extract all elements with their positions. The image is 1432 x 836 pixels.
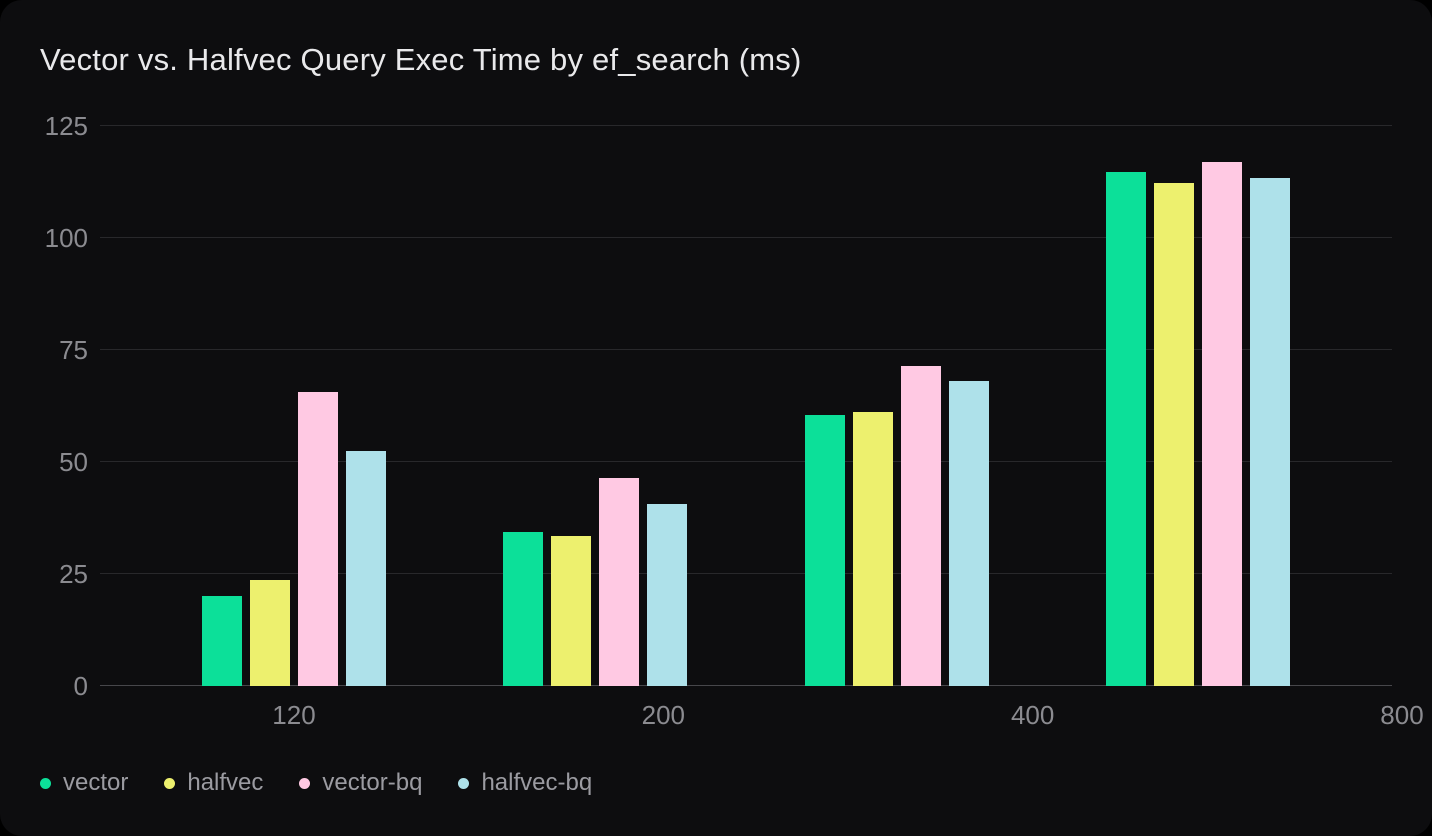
plot-area [100,125,1392,686]
bar-halfvec-120 [250,579,290,686]
x-axis-labels: 120 200 400 800 [100,700,1432,731]
bar-vector-200 [503,532,544,686]
y-tick-label-100: 100 [44,223,88,253]
bar-halfvec-bq-400 [948,381,989,686]
y-tick-label-25: 25 [59,559,88,589]
y-tick-label-50: 50 [59,447,88,477]
bar-vector-120 [202,595,242,686]
x-tick-label-400: 400 [1010,700,1055,730]
bar-vector-400 [804,415,845,686]
legend-item-halfvec-bq: halfvec-bq [458,769,592,797]
legend-swatch-icon-vector-bq [299,777,311,789]
gridline-75 [100,349,1392,350]
legend-swatch-icon-halfvec [164,777,176,789]
bar-group-800 [1105,161,1290,686]
legend-label-halfvec: halfvec [187,769,264,796]
x-tick-label-800: 800 [1380,700,1424,730]
bar-halfvec-bq-120 [346,450,386,686]
legend-label-vector-bq: vector-bq [322,769,423,796]
legend-swatch-icon-halfvec-bq [458,777,470,789]
bar-group-120 [202,391,386,686]
y-axis-labels: 0 25 50 75 100 125 [0,113,88,699]
gridline-50 [100,461,1392,462]
bar-vector-bq-400 [900,365,941,686]
bar-halfvec-800 [1153,182,1194,686]
y-tick-label-75: 75 [59,335,88,365]
bars-layer [100,126,1392,686]
legend-item-vector: vector [40,769,128,797]
gridline-125 [100,125,1392,126]
bar-vector-bq-800 [1201,161,1242,686]
legend-label-vector: vector [63,769,129,796]
legend-item-halfvec: halfvec [164,769,263,797]
bar-halfvec-400 [852,411,893,686]
legend: vector halfvec vector-bq halfvec-bq [40,769,592,797]
bar-vector-800 [1105,171,1146,686]
bar-group-400 [804,365,989,686]
legend-swatch-icon-vector [40,777,51,789]
legend-label-halfvec-bq: halfvec-bq [481,769,593,796]
gridline-0 [100,685,1392,686]
x-tick-label-120: 120 [272,700,316,730]
legend-item-vector-bq: vector-bq [299,769,422,797]
bar-group-200 [503,478,688,686]
x-tick-label-200: 200 [641,700,686,730]
bar-halfvec-bq-200 [647,504,688,686]
gridline-100 [100,237,1392,238]
y-tick-label-125: 125 [44,111,88,141]
y-tick-label-0: 0 [73,671,88,701]
bar-vector-bq-120 [298,391,338,686]
gridline-25 [100,573,1392,574]
chart-title: Vector vs. Halfvec Query Exec Time by ef… [40,42,802,77]
bar-vector-bq-200 [599,478,640,686]
bar-halfvec-200 [551,536,592,686]
bar-halfvec-bq-800 [1249,177,1290,686]
